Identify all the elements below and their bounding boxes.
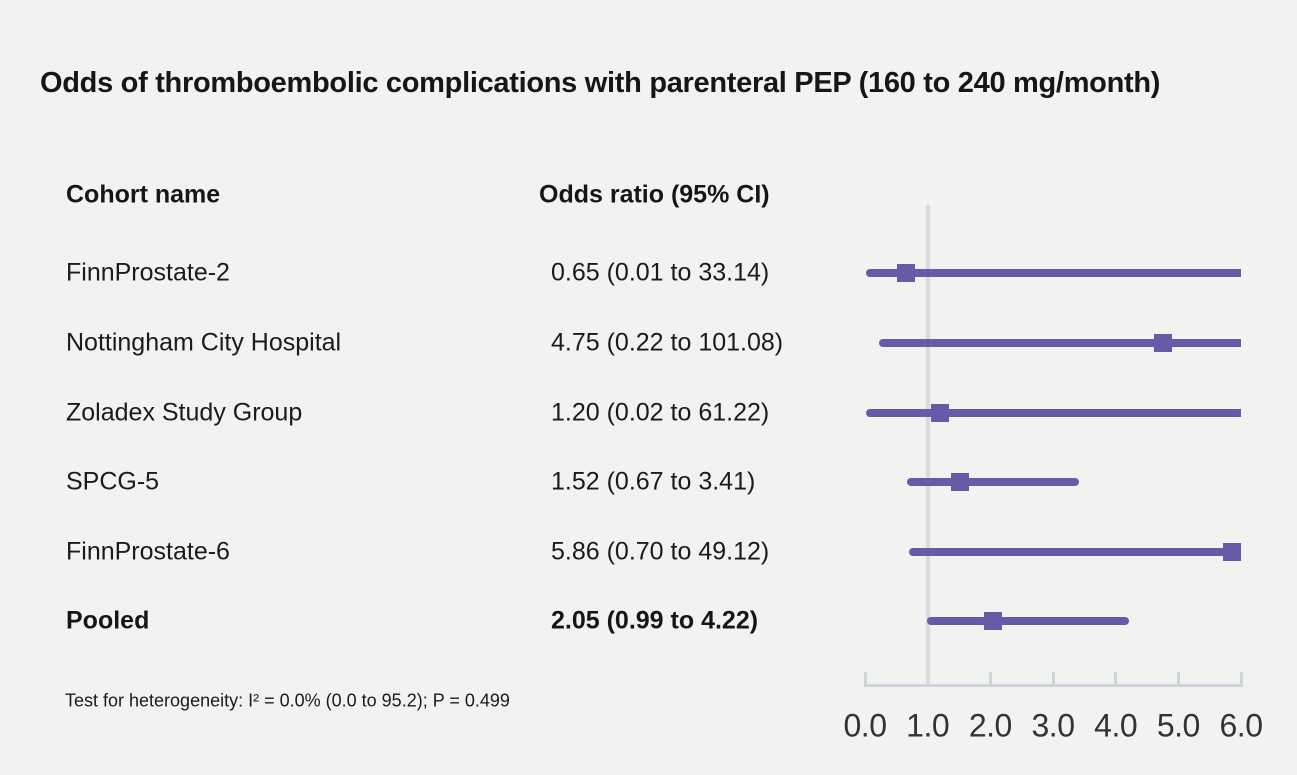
cohort-label: Zoladex Study Group [66, 398, 303, 426]
odds-ratio-value: 4.75 (0.22 to 101.08) [551, 328, 784, 357]
cohort-label: FinnProstate-2 [66, 258, 230, 287]
heterogeneity-note: Test for heterogeneity: I² = 0.0% (0.0 t… [65, 690, 510, 711]
ci-bar [866, 408, 1241, 417]
axis-tick-label: 2.0 [968, 707, 1012, 744]
point-estimate-marker [951, 473, 970, 491]
axis-tick-label: 4.0 [1094, 707, 1138, 744]
axis-tick [1176, 672, 1180, 685]
axis-tick [1051, 672, 1055, 685]
point-estimate-marker [931, 403, 950, 422]
cohort-label: Pooled [66, 606, 150, 635]
column-header-odds-ratio: Odds ratio (95% CI) [539, 180, 770, 209]
cohort-label: SPCG-5 [66, 467, 160, 496]
point-estimate-marker [896, 264, 915, 282]
ci-bar [878, 339, 1241, 347]
cohort-label: FinnProstate-6 [66, 537, 230, 565]
axis-tick-label: 3.0 [1031, 707, 1075, 744]
plot-area: 0.0 1.0 2.0 3.0 4.0 5.0 6.0 [844, 205, 1263, 744]
axis-tick [1114, 672, 1118, 685]
point-estimate-marker [984, 612, 1003, 630]
odds-ratio-value: 0.65 (0.01 to 33.14) [551, 258, 770, 287]
axis-tick-label: 1.0 [906, 707, 950, 744]
axis-tick-label: 6.0 [1219, 707, 1263, 744]
odds-ratio-value: 1.52 (0.67 to 3.41) [551, 467, 756, 496]
odds-ratio-value: 1.20 (0.02 to 61.22) [551, 398, 770, 426]
figure-title: Odds of thromboembolic complications wit… [40, 67, 1161, 99]
odds-ratio-value: 2.05 (0.99 to 4.22) [551, 606, 759, 635]
ci-bar [906, 478, 1079, 486]
axis-tick [988, 672, 992, 685]
ci-bar [908, 547, 1241, 556]
ci-bar [927, 617, 1130, 625]
cohort-label: Nottingham City Hospital [66, 328, 342, 357]
axis-tick-label: 0.0 [843, 707, 887, 744]
axis-tick [863, 672, 867, 685]
column-header-cohort-name: Cohort name [66, 180, 221, 209]
point-estimate-marker [1153, 334, 1172, 352]
odds-ratio-value: 5.86 (0.70 to 49.12) [551, 537, 770, 565]
point-estimate-marker [1223, 542, 1242, 561]
axis-tick-label: 5.0 [1156, 707, 1200, 744]
x-axis-line [864, 684, 1243, 687]
ci-bar [865, 269, 1241, 277]
reference-line-or-1 [925, 205, 930, 687]
axis-tick [1239, 672, 1243, 685]
